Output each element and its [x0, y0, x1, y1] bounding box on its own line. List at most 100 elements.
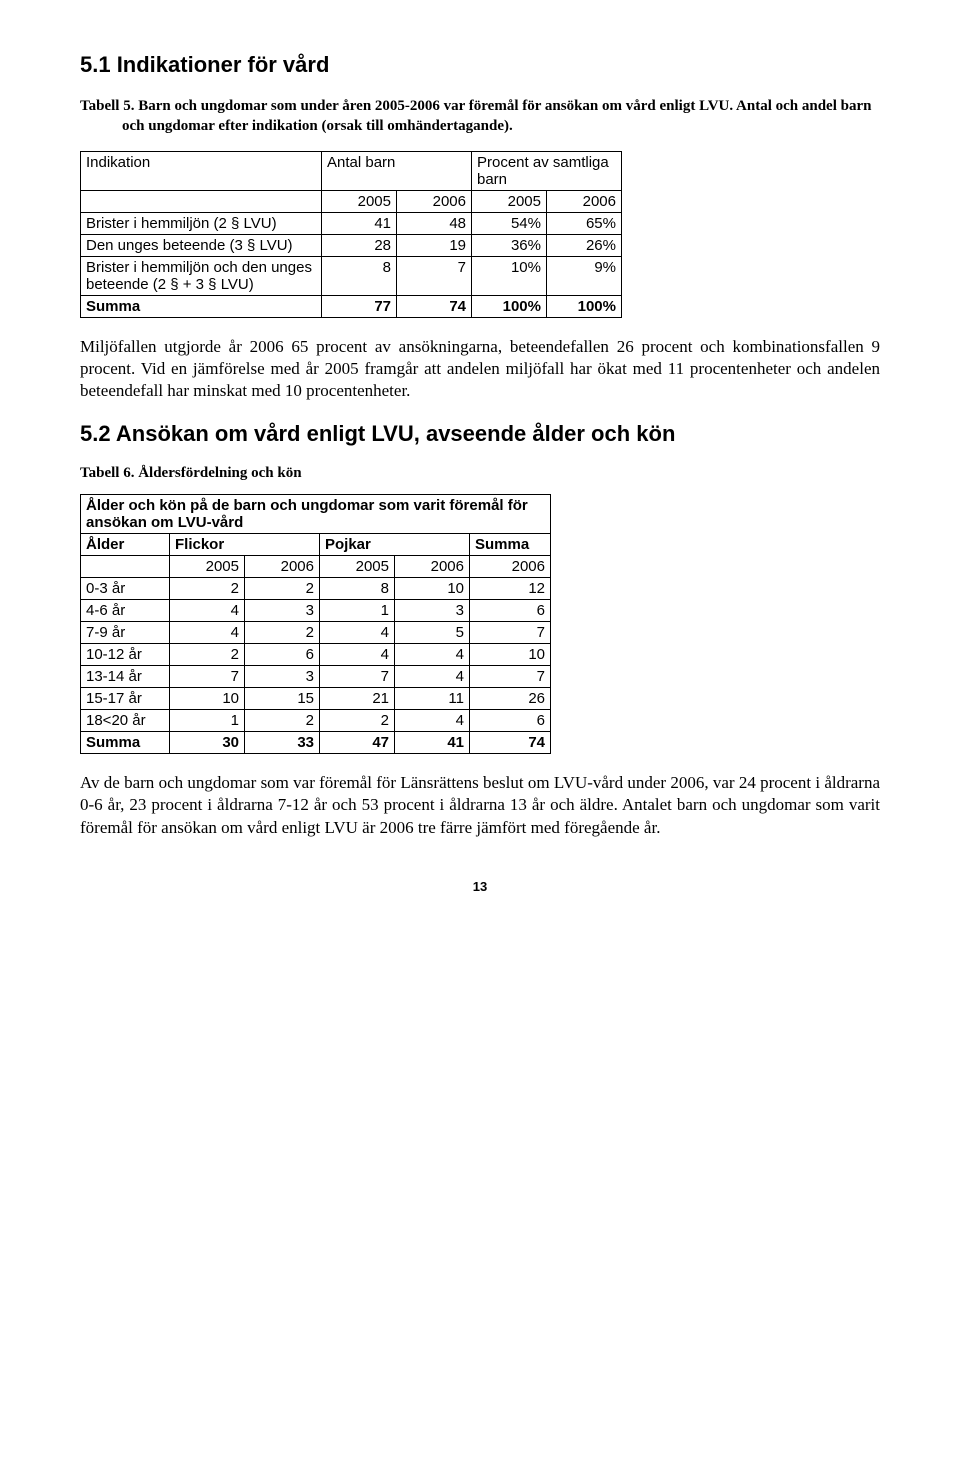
cell: 6	[470, 709, 551, 731]
cell: 1	[320, 599, 395, 621]
cell: 7	[320, 665, 395, 687]
table-5: Indikation Antal barn Procent av samtlig…	[80, 151, 622, 318]
th-summa: Summa	[470, 533, 551, 555]
row-label: 4-6 år	[81, 599, 170, 621]
row-label: 7-9 år	[81, 621, 170, 643]
table6-title: Ålder och kön på de barn och ungdomar so…	[81, 494, 551, 533]
cell: 28	[322, 234, 397, 256]
th-year: 2005	[472, 190, 547, 212]
cell: 4	[320, 643, 395, 665]
cell: 10%	[472, 256, 547, 295]
th-year: 2006	[395, 555, 470, 577]
cell: 7	[470, 665, 551, 687]
cell: 36%	[472, 234, 547, 256]
cell: 100%	[547, 295, 622, 317]
row-label: 15-17 år	[81, 687, 170, 709]
table-row: 15-17 år 10 15 21 11 26	[81, 687, 551, 709]
cell: 15	[245, 687, 320, 709]
th-indikation: Indikation	[81, 151, 322, 190]
row-label: Brister i hemmiljön (2 § LVU)	[81, 212, 322, 234]
table-6: Ålder och kön på de barn och ungdomar so…	[80, 494, 551, 754]
table5-summa: Summa 77 74 100% 100%	[81, 295, 622, 317]
cell: 10	[395, 577, 470, 599]
table-row: 0-3 år 2 2 8 10 12	[81, 577, 551, 599]
th-flickor: Flickor	[170, 533, 320, 555]
row-label: Den unges beteende (3 § LVU)	[81, 234, 322, 256]
cell: 33	[245, 731, 320, 753]
cell: 10	[170, 687, 245, 709]
page-number: 13	[80, 879, 880, 894]
cell: 3	[245, 599, 320, 621]
table6-summa: Summa 30 33 47 41 74	[81, 731, 551, 753]
cell: 11	[395, 687, 470, 709]
cell: 74	[397, 295, 472, 317]
table5-caption: Tabell 5. Barn och ungdomar som under år…	[80, 96, 880, 137]
table-row: Brister i hemmiljön och den unges beteen…	[81, 256, 622, 295]
cell: 7	[397, 256, 472, 295]
cell: 2	[245, 621, 320, 643]
cell: 4	[395, 643, 470, 665]
cell: 77	[322, 295, 397, 317]
table-row: 13-14 år 7 3 7 4 7	[81, 665, 551, 687]
cell: 4	[170, 599, 245, 621]
th-year: 2006	[547, 190, 622, 212]
summa-label: Summa	[81, 731, 170, 753]
th-year: 2005	[322, 190, 397, 212]
table-row: 18<20 år 1 2 2 4 6	[81, 709, 551, 731]
th-pojkar: Pojkar	[320, 533, 470, 555]
table6-caption: Tabell 6. Åldersfördelning och kön	[80, 465, 880, 482]
cell: 48	[397, 212, 472, 234]
cell: 6	[245, 643, 320, 665]
th-year: 2006	[470, 555, 551, 577]
th-alder: Ålder	[81, 533, 170, 555]
cell: 4	[320, 621, 395, 643]
cell: 4	[170, 621, 245, 643]
cell: 26%	[547, 234, 622, 256]
cell: 100%	[472, 295, 547, 317]
cell: 19	[397, 234, 472, 256]
th-year: 2005	[320, 555, 395, 577]
table-row: Den unges beteende (3 § LVU) 28 19 36% 2…	[81, 234, 622, 256]
table-row: 7-9 år 4 2 4 5 7	[81, 621, 551, 643]
cell: 54%	[472, 212, 547, 234]
row-label: 13-14 år	[81, 665, 170, 687]
row-label: 0-3 år	[81, 577, 170, 599]
cell: 1	[170, 709, 245, 731]
cell: 26	[470, 687, 551, 709]
th-year: 2006	[397, 190, 472, 212]
table6-header-row2: 2005 2006 2005 2006 2006	[81, 555, 551, 577]
cell: 6	[470, 599, 551, 621]
table5-header-row1: Indikation Antal barn Procent av samtlig…	[81, 151, 622, 190]
cell: 4	[395, 665, 470, 687]
table5-header-row2: 2005 2006 2005 2006	[81, 190, 622, 212]
th-year: 2006	[245, 555, 320, 577]
cell: 3	[245, 665, 320, 687]
cell: 10	[470, 643, 551, 665]
row-label: 18<20 år	[81, 709, 170, 731]
cell: 2	[245, 709, 320, 731]
table-row: 10-12 år 2 6 4 4 10	[81, 643, 551, 665]
cell: 21	[320, 687, 395, 709]
cell: 3	[395, 599, 470, 621]
para-5-2: Av de barn och ungdomar som var föremål …	[80, 772, 880, 839]
cell: 2	[245, 577, 320, 599]
cell: 2	[320, 709, 395, 731]
th-year: 2005	[170, 555, 245, 577]
th-blank	[81, 190, 322, 212]
cell: 74	[470, 731, 551, 753]
cell: 30	[170, 731, 245, 753]
table6-header-row1: Ålder Flickor Pojkar Summa	[81, 533, 551, 555]
row-label: 10-12 år	[81, 643, 170, 665]
cell: 41	[395, 731, 470, 753]
th-antal-barn: Antal barn	[322, 151, 472, 190]
cell: 7	[170, 665, 245, 687]
row-label: Brister i hemmiljön och den unges beteen…	[81, 256, 322, 295]
heading-5-1: 5.1 Indikationer för vård	[80, 52, 880, 78]
cell: 9%	[547, 256, 622, 295]
cell: 65%	[547, 212, 622, 234]
summa-label: Summa	[81, 295, 322, 317]
cell: 7	[470, 621, 551, 643]
cell: 2	[170, 643, 245, 665]
cell: 8	[322, 256, 397, 295]
cell: 2	[170, 577, 245, 599]
